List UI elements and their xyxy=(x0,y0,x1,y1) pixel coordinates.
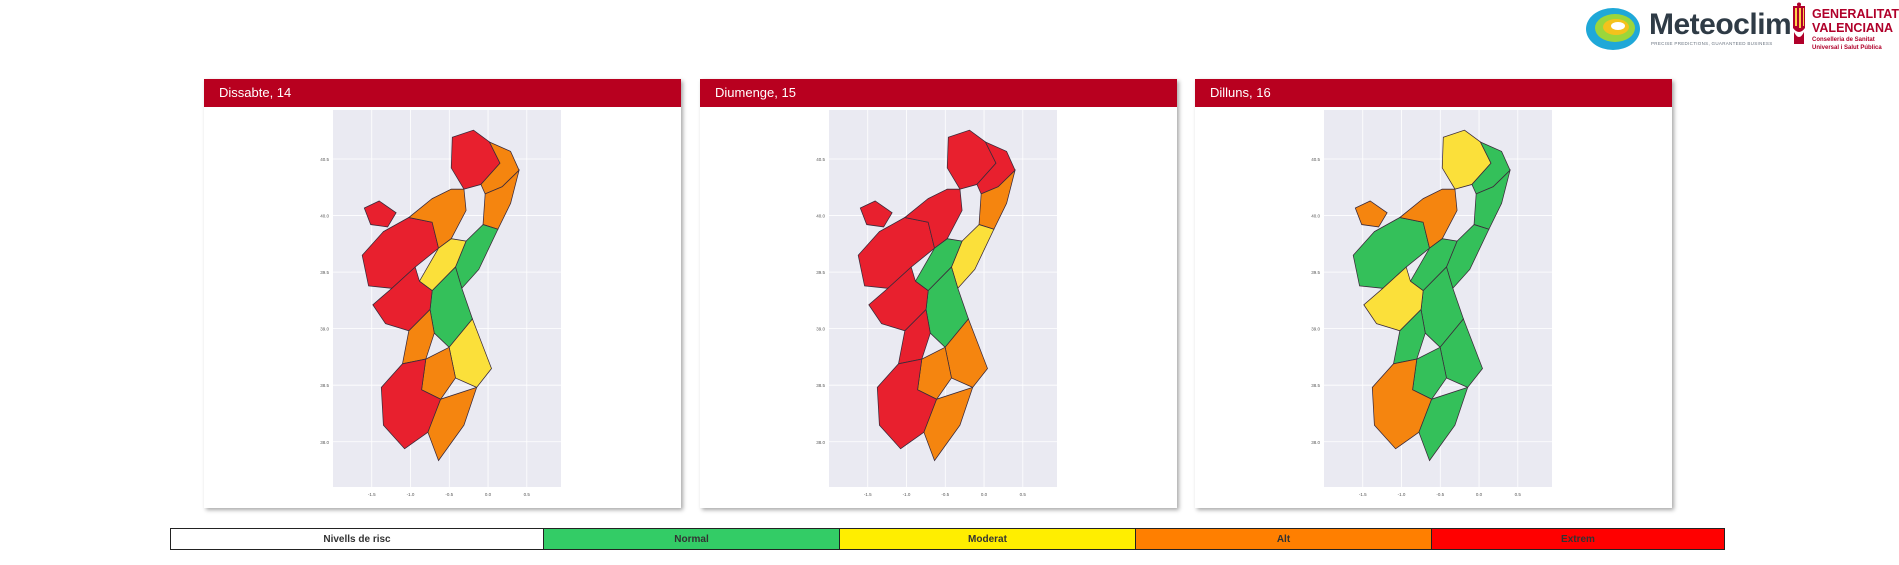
map-y-tick-label: 39.5 xyxy=(320,270,329,275)
legend-level-moderat: Moderat xyxy=(840,529,1136,549)
coat-of-arms-icon xyxy=(1793,2,1805,44)
risk-level-legend: Nivells de risc Normal Moderat Alt Extre… xyxy=(170,528,1725,550)
map-region-extrem xyxy=(903,188,963,249)
map-x-tick-label: 0.0 xyxy=(981,492,988,497)
gov-name-line1: GENERALITAT xyxy=(1812,7,1899,21)
map-y-tick-label: 38.5 xyxy=(816,383,825,388)
day-panel-title: Dilluns, 16 xyxy=(1195,79,1672,107)
map-y-tick-label: 39.0 xyxy=(816,327,825,332)
map-region-alt xyxy=(407,188,467,249)
map-region-alt xyxy=(1354,200,1388,228)
map-region-alt xyxy=(1398,188,1458,249)
brand-name: Meteoclim xyxy=(1649,8,1792,41)
day-panel-2: Diumenge, 15 40.5 40.0 39.5 39.0 38.5 38.0 -1.… xyxy=(700,79,1177,508)
map-y-tick-label: 40.5 xyxy=(816,157,825,162)
risk-map: 40.5 40.0 39.5 39.0 38.5 38.0 -1.5 -1.0 -0.5 0.0 0… xyxy=(816,110,1057,499)
gov-department-line2: Universal i Salut Pública xyxy=(1812,45,1882,51)
day-panel-title: Diumenge, 15 xyxy=(700,79,1177,107)
map-x-tick-label: -0.5 xyxy=(445,492,453,497)
map-x-tick-label: -1.0 xyxy=(407,492,415,497)
risk-map-svg: 40.5 40.0 39.5 39.0 38.5 38.0 -1.5 -1.0 -0.5 0.0 0… xyxy=(320,110,561,497)
map-y-tick-label: 38.0 xyxy=(1311,440,1320,445)
map-y-tick-label: 38.5 xyxy=(1311,383,1320,388)
legend-title: Nivells de risc xyxy=(171,529,544,549)
day-panel-1: Dissabte, 14 40.5 40.0 39.5 39.0 38.5 38.0 -1.… xyxy=(204,79,681,508)
map-region-normal xyxy=(1418,386,1469,462)
map-region-extrem xyxy=(859,200,893,228)
map-y-tick-label: 39.5 xyxy=(1311,270,1320,275)
map-region-extrem xyxy=(363,200,397,228)
map-x-tick-label: -1.5 xyxy=(864,492,872,497)
map-y-tick-label: 40.0 xyxy=(320,214,329,219)
map-x-tick-label: -1.0 xyxy=(903,492,911,497)
map-y-tick-label: 40.5 xyxy=(1311,157,1320,162)
map-x-tick-label: -1.5 xyxy=(368,492,376,497)
meteoclim-swirl-icon xyxy=(1586,8,1640,50)
map-x-tick-label: 0.0 xyxy=(1476,492,1483,497)
generalitat-logo: GENERALITAT VALENCIANA Conselleria de Sa… xyxy=(1790,0,1899,56)
map-region-alt xyxy=(402,308,435,365)
risk-map: 40.5 40.0 39.5 39.0 38.5 38.0 -1.5 -1.0 -0.5 0.0 0… xyxy=(1311,110,1552,499)
map-y-tick-label: 39.0 xyxy=(1311,327,1320,332)
meteoclim-logo: Meteoclim PRECISE PREDICTIONS, GUARANTEE… xyxy=(1585,4,1792,56)
map-region-extrem xyxy=(898,308,931,365)
map-region-normal xyxy=(1393,308,1426,365)
map-x-tick-label: 0.0 xyxy=(485,492,492,497)
map-x-tick-label: -0.5 xyxy=(1436,492,1444,497)
map-region-alt xyxy=(923,386,974,462)
map-x-tick-label: 0.5 xyxy=(1020,492,1027,497)
day-panel-title: Dissabte, 14 xyxy=(204,79,681,107)
legend-level-normal: Normal xyxy=(544,529,840,549)
gov-department-line1: Conselleria de Sanitat xyxy=(1812,37,1875,43)
gov-name-line2: VALENCIANA xyxy=(1812,21,1894,35)
map-y-tick-label: 38.0 xyxy=(816,440,825,445)
day-panel-3: Dilluns, 16 40.5 40.0 39.5 39.0 38.5 38.0 -1.5… xyxy=(1195,79,1672,508)
brand-tagline: PRECISE PREDICTIONS, GUARANTEED BUSINESS xyxy=(1651,41,1773,46)
map-x-tick-label: 0.5 xyxy=(1515,492,1522,497)
legend-level-extrem: Extrem xyxy=(1432,529,1724,549)
map-x-tick-label: -0.5 xyxy=(941,492,949,497)
map-region-alt xyxy=(427,386,478,462)
risk-map: 40.5 40.0 39.5 39.0 38.5 38.0 -1.5 -1.0 -0.5 0.0 0… xyxy=(320,110,561,499)
map-y-tick-label: 40.0 xyxy=(816,214,825,219)
map-x-tick-label: 0.5 xyxy=(524,492,531,497)
legend-level-alt: Alt xyxy=(1136,529,1432,549)
map-y-tick-label: 40.5 xyxy=(320,157,329,162)
map-y-tick-label: 38.5 xyxy=(320,383,329,388)
map-y-tick-label: 40.0 xyxy=(1311,214,1320,219)
map-y-tick-label: 39.0 xyxy=(320,327,329,332)
map-x-tick-label: -1.5 xyxy=(1359,492,1367,497)
risk-map-svg: 40.5 40.0 39.5 39.0 38.5 38.0 -1.5 -1.0 -0.5 0.0 0… xyxy=(816,110,1057,497)
map-y-tick-label: 39.5 xyxy=(816,270,825,275)
map-y-tick-label: 38.0 xyxy=(320,440,329,445)
risk-map-svg: 40.5 40.0 39.5 39.0 38.5 38.0 -1.5 -1.0 -0.5 0.0 0… xyxy=(1311,110,1552,497)
map-x-tick-label: -1.0 xyxy=(1398,492,1406,497)
